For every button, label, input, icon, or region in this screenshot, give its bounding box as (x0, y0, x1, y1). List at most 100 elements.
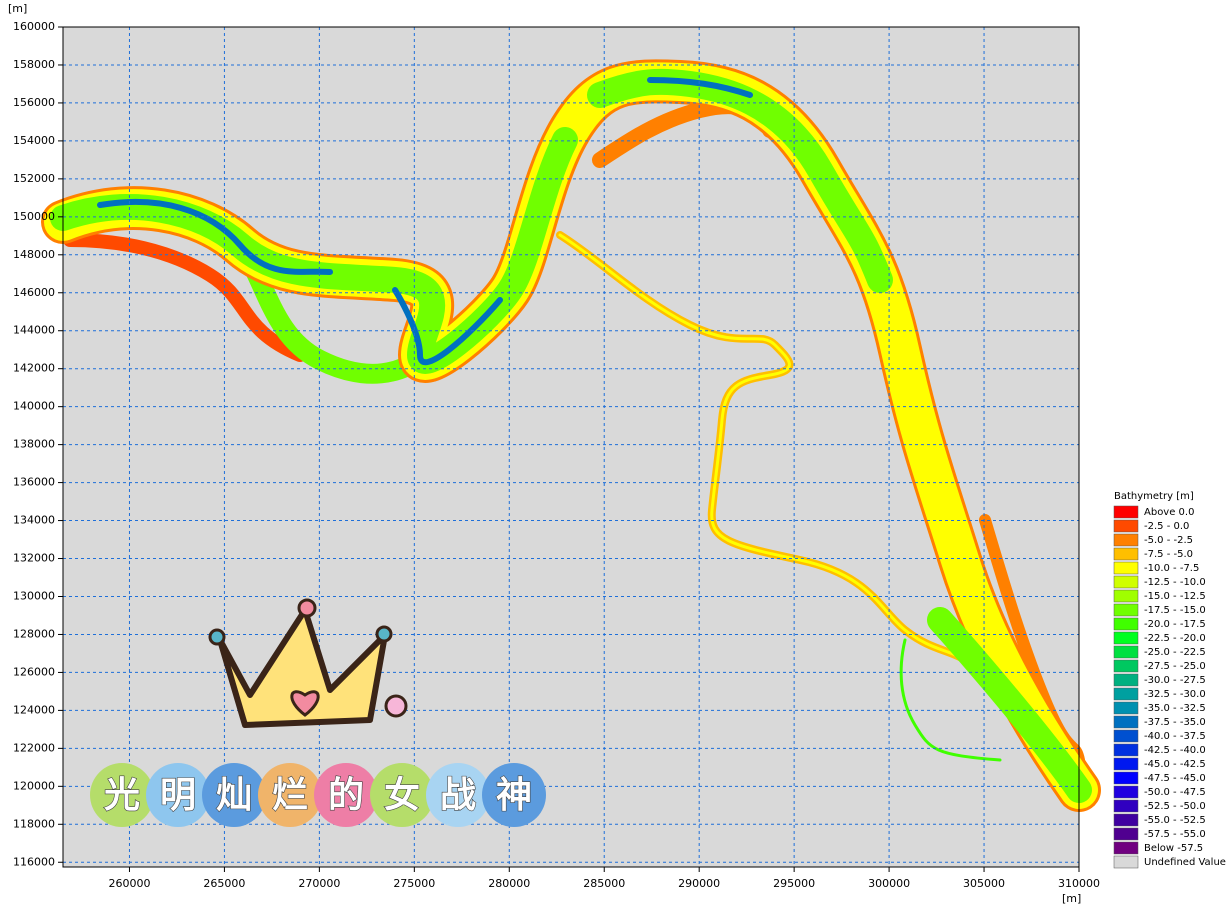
legend-swatch (1113, 589, 1139, 603)
legend-label: -15.0 - -12.5 (1144, 591, 1206, 602)
legend-label: -10.0 - -7.5 (1144, 563, 1199, 574)
legend-swatch (1113, 841, 1139, 855)
legend-label: -27.5 - -25.0 (1144, 661, 1206, 672)
legend-swatch (1113, 617, 1139, 631)
y-tick-label: 128000 (13, 627, 55, 640)
legend-swatch (1113, 757, 1139, 771)
y-tick-label: 140000 (13, 400, 55, 413)
legend-label: -5.0 - -2.5 (1144, 535, 1193, 546)
legend-swatch (1113, 799, 1139, 813)
legend-label: -12.5 - -10.0 (1144, 577, 1206, 588)
legend-swatch (1113, 575, 1139, 589)
y-tick-label: 130000 (13, 589, 55, 602)
sticker-bubble (146, 763, 210, 827)
legend-swatch (1113, 561, 1139, 575)
legend-swatch (1113, 533, 1139, 547)
y-tick-label: 150000 (13, 210, 55, 223)
x-tick-label: 275000 (393, 877, 435, 890)
legend-label: -37.5 - -35.0 (1144, 717, 1206, 728)
legend-swatch (1113, 659, 1139, 673)
crown-jewel (208, 628, 226, 646)
legend-label: -30.0 - -27.5 (1144, 675, 1206, 686)
deep-channel (97, 77, 753, 366)
x-tick-label: 300000 (868, 877, 910, 890)
x-unit: [m] (1062, 892, 1081, 905)
legend-swatch (1113, 687, 1139, 701)
legend-label: -57.5 - -55.0 (1144, 829, 1206, 840)
y-tick-label: 138000 (13, 438, 55, 451)
axes: 260000 265000 270000 275000 280000 285000 2900… (8, 2, 1100, 905)
side-channel (63, 233, 307, 362)
legend-swatch (1113, 855, 1139, 869)
legend-label: -52.5 - -50.0 (1144, 801, 1206, 812)
side-channel (240, 250, 420, 384)
legend-label: -45.0 - -42.5 (1144, 759, 1206, 770)
x-tick-label: 280000 (488, 877, 530, 890)
x-tick-label: 310000 (1058, 877, 1100, 890)
sticker-bubble (314, 763, 378, 827)
legend-label: -7.5 - -5.0 (1144, 549, 1193, 560)
legend-swatch (1113, 827, 1139, 841)
legend-label: Above 0.0 (1144, 507, 1194, 518)
x-tick-label: 290000 (678, 877, 720, 890)
legend-swatch (1113, 701, 1139, 715)
legend-title: Bathymetry [m] (1114, 491, 1194, 502)
sticker-bubble (482, 763, 546, 827)
legend-swatch (1113, 813, 1139, 827)
y-tick-label: 142000 (13, 362, 55, 375)
y-tick-label: 124000 (13, 703, 55, 716)
crown-jewel (297, 598, 317, 618)
y-tick-label: 126000 (13, 665, 55, 678)
side-channel (558, 233, 967, 662)
legend-swatch (1113, 505, 1139, 519)
legend-label: -35.0 - -32.5 (1144, 703, 1206, 714)
x-tick-label: 305000 (963, 877, 1005, 890)
plot-frame (62, 26, 1080, 868)
legend-swatch (1113, 785, 1139, 799)
legend: Bathymetry [m] Above 0.0 -2.5 - 0.0 -5.0 - … (1113, 491, 1226, 869)
legend-label: -42.5 - -40.0 (1144, 745, 1206, 756)
legend-label: -20.0 - -17.5 (1144, 619, 1206, 630)
y-tick-label: 152000 (13, 172, 55, 185)
sticker-bubble (90, 763, 154, 827)
y-tick-label: 160000 (13, 20, 55, 33)
legend-label: Below -57.5 (1144, 843, 1203, 854)
y-tick-label: 132000 (13, 552, 55, 565)
legend-label: -32.5 - -30.0 (1144, 689, 1206, 700)
y-tick-label: 120000 (13, 779, 55, 792)
y-tick-label: 144000 (13, 324, 55, 337)
legend-label: -25.0 - -22.5 (1144, 647, 1206, 658)
legend-label: -2.5 - 0.0 (1144, 521, 1189, 532)
crown-jewel (375, 625, 393, 643)
legend-swatch (1113, 673, 1139, 687)
y-tick-label: 154000 (13, 134, 55, 147)
y-tick-label: 156000 (13, 96, 55, 109)
legend-swatch (1113, 715, 1139, 729)
legend-label: -40.0 - -37.5 (1144, 731, 1206, 742)
legend-swatch (1113, 645, 1139, 659)
sticker-bubble (258, 763, 322, 827)
sticker: 光明灿烂的女战神 (90, 598, 546, 827)
y-tick-label: 158000 (13, 58, 55, 71)
legend-label: Undefined Value (1144, 857, 1226, 868)
sticker-bubble (202, 763, 266, 827)
y-tick-label: 136000 (13, 476, 55, 489)
sticker-bubble (426, 763, 490, 827)
side-channel (899, 638, 1002, 762)
x-tick-label: 295000 (773, 877, 815, 890)
legend-swatch (1113, 743, 1139, 757)
legend-swatch (1113, 729, 1139, 743)
crown (217, 607, 388, 728)
legend-label: -47.5 - -45.0 (1144, 773, 1206, 784)
legend-swatch (1113, 771, 1139, 785)
y-tick-label: 146000 (13, 286, 55, 299)
sticker-circles (90, 763, 546, 827)
y-tick-label: 122000 (13, 741, 55, 754)
legend-swatch (1113, 547, 1139, 561)
legend-swatch (1113, 603, 1139, 617)
legend-label: -22.5 - -20.0 (1144, 633, 1206, 644)
x-tick-label: 285000 (583, 877, 625, 890)
legend-swatch (1113, 631, 1139, 645)
y-tick-label: 116000 (13, 855, 55, 868)
